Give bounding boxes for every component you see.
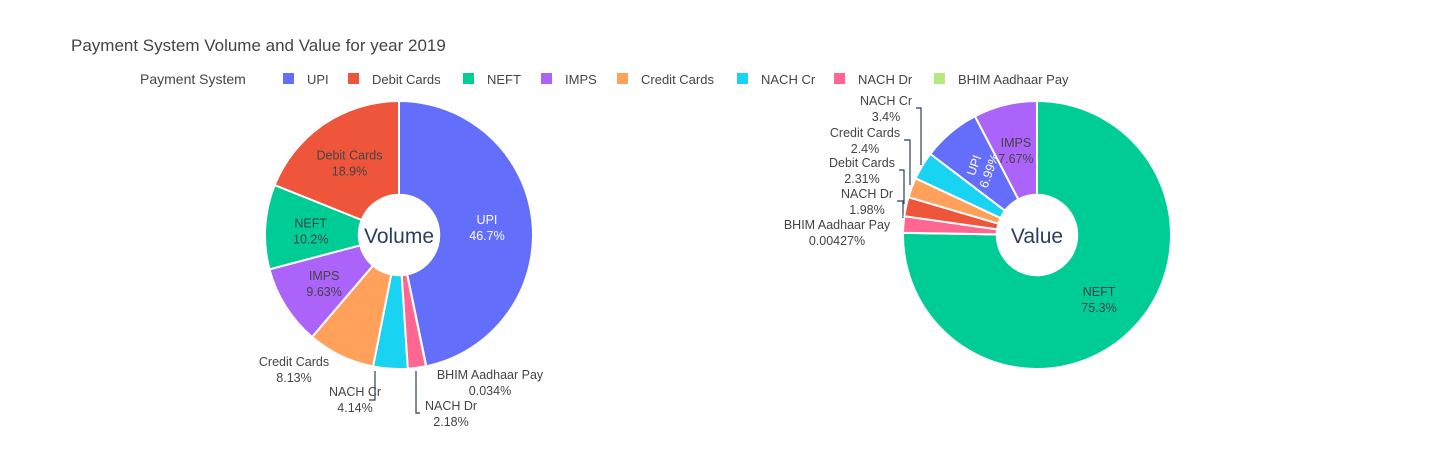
slice-label: BHIM Aadhaar Pay	[784, 218, 891, 232]
slice-percent: 8.13%	[276, 371, 311, 385]
legend-swatch	[737, 73, 748, 84]
slice-percent: 2.4%	[851, 142, 880, 156]
label-leader-line	[904, 139, 911, 185]
slice-label: NACH Dr	[841, 187, 893, 201]
slice-percent: 1.98%	[849, 203, 884, 217]
legend-label: NEFT	[487, 72, 521, 87]
slice-label: NEFT	[294, 217, 327, 231]
slice-percent: 0.034%	[469, 384, 511, 398]
legend-swatch	[934, 73, 945, 84]
legend-item-neft[interactable]: NEFT	[463, 72, 521, 87]
pie-hole-label: Value	[1011, 225, 1063, 248]
slice-label: NACH Cr	[329, 385, 381, 399]
legend-item-bhim-aadhaar-pay[interactable]: BHIM Aadhaar Pay	[934, 72, 1069, 87]
slice-percent: 2.31%	[844, 172, 879, 186]
slice-percent: 0.00427%	[809, 234, 865, 248]
legend-title: Payment System	[140, 71, 246, 87]
slice-label: Credit Cards	[830, 126, 900, 140]
legend-label: IMPS	[565, 72, 597, 87]
legend-label: Debit Cards	[372, 72, 441, 87]
legend-swatch	[617, 73, 628, 84]
slice-percent: 4.14%	[337, 401, 372, 415]
legend: UPI Debit Cards NEFT IMPS Credit Cards NACH C…	[283, 72, 1069, 87]
legend-item-nach-dr[interactable]: NACH Dr	[834, 72, 913, 87]
legend-swatch	[283, 73, 294, 84]
legend-item-debit-cards[interactable]: Debit Cards	[348, 72, 441, 87]
label-leader-line	[916, 107, 922, 165]
label-leader-line	[897, 200, 904, 218]
slice-label: NACH Dr	[425, 399, 477, 413]
pie-slice-imps[interactable]	[973, 99, 1038, 201]
slice-percent: 9.63%	[306, 285, 341, 299]
slice-label: NACH Cr	[860, 94, 912, 108]
slice-label: BHIM Aadhaar Pay	[437, 368, 544, 382]
legend-label: NACH Dr	[858, 72, 913, 87]
label-leader-line	[415, 371, 420, 414]
volume-pie: UPI 46.7% BHIM Aadhaar Pay 0.034%NACH Dr 2.1…	[259, 99, 544, 429]
legend-item-upi[interactable]: UPI	[283, 72, 329, 87]
slice-label: IMPS	[1001, 136, 1032, 150]
legend-item-nach-cr[interactable]: NACH Cr	[737, 72, 816, 87]
legend-label: UPI	[307, 72, 329, 87]
slice-label: NEFT	[1083, 285, 1116, 299]
legend-label: Credit Cards	[641, 72, 714, 87]
legend-item-imps[interactable]: IMPS	[541, 72, 597, 87]
slice-label: IMPS	[309, 269, 340, 283]
slice-percent: 2.18%	[433, 415, 468, 429]
legend-item-credit-cards[interactable]: Credit Cards	[617, 72, 714, 87]
slice-percent: 46.7%	[469, 229, 504, 243]
slice-percent: 3.4%	[872, 110, 901, 124]
legend-label: NACH Cr	[761, 72, 816, 87]
label-leader-line	[369, 371, 376, 401]
slice-percent: 10.2%	[293, 233, 328, 247]
pie-slice-neft[interactable]	[902, 99, 1172, 370]
slice-label: Debit Cards	[316, 149, 382, 163]
slice-percent: 18.9%	[332, 165, 367, 179]
pie-slice-upi[interactable]	[398, 99, 534, 368]
legend-swatch	[463, 73, 474, 84]
legend-label: BHIM Aadhaar Pay	[958, 72, 1069, 87]
label-leader-line	[899, 169, 905, 204]
slice-label: UPI	[964, 153, 984, 177]
chart-title: Payment System Volume and Value for year…	[71, 36, 446, 55]
legend-swatch	[834, 73, 845, 84]
slice-label: UPI	[477, 213, 498, 227]
legend-swatch	[541, 73, 552, 84]
legend-swatch	[348, 73, 359, 84]
value-pie: NEFT 75.3% BHIM Aadhaar Pay 0.00427% NACH Dr…	[784, 94, 1172, 370]
pie-hole-label: Volume	[364, 225, 434, 248]
slice-label: Debit Cards	[829, 156, 895, 170]
pie-slice-debit-cards[interactable]	[273, 99, 400, 222]
slice-percent: 75.3%	[1081, 301, 1116, 315]
slice-label: Credit Cards	[259, 355, 329, 369]
slice-percent: 7.67%	[998, 152, 1033, 166]
